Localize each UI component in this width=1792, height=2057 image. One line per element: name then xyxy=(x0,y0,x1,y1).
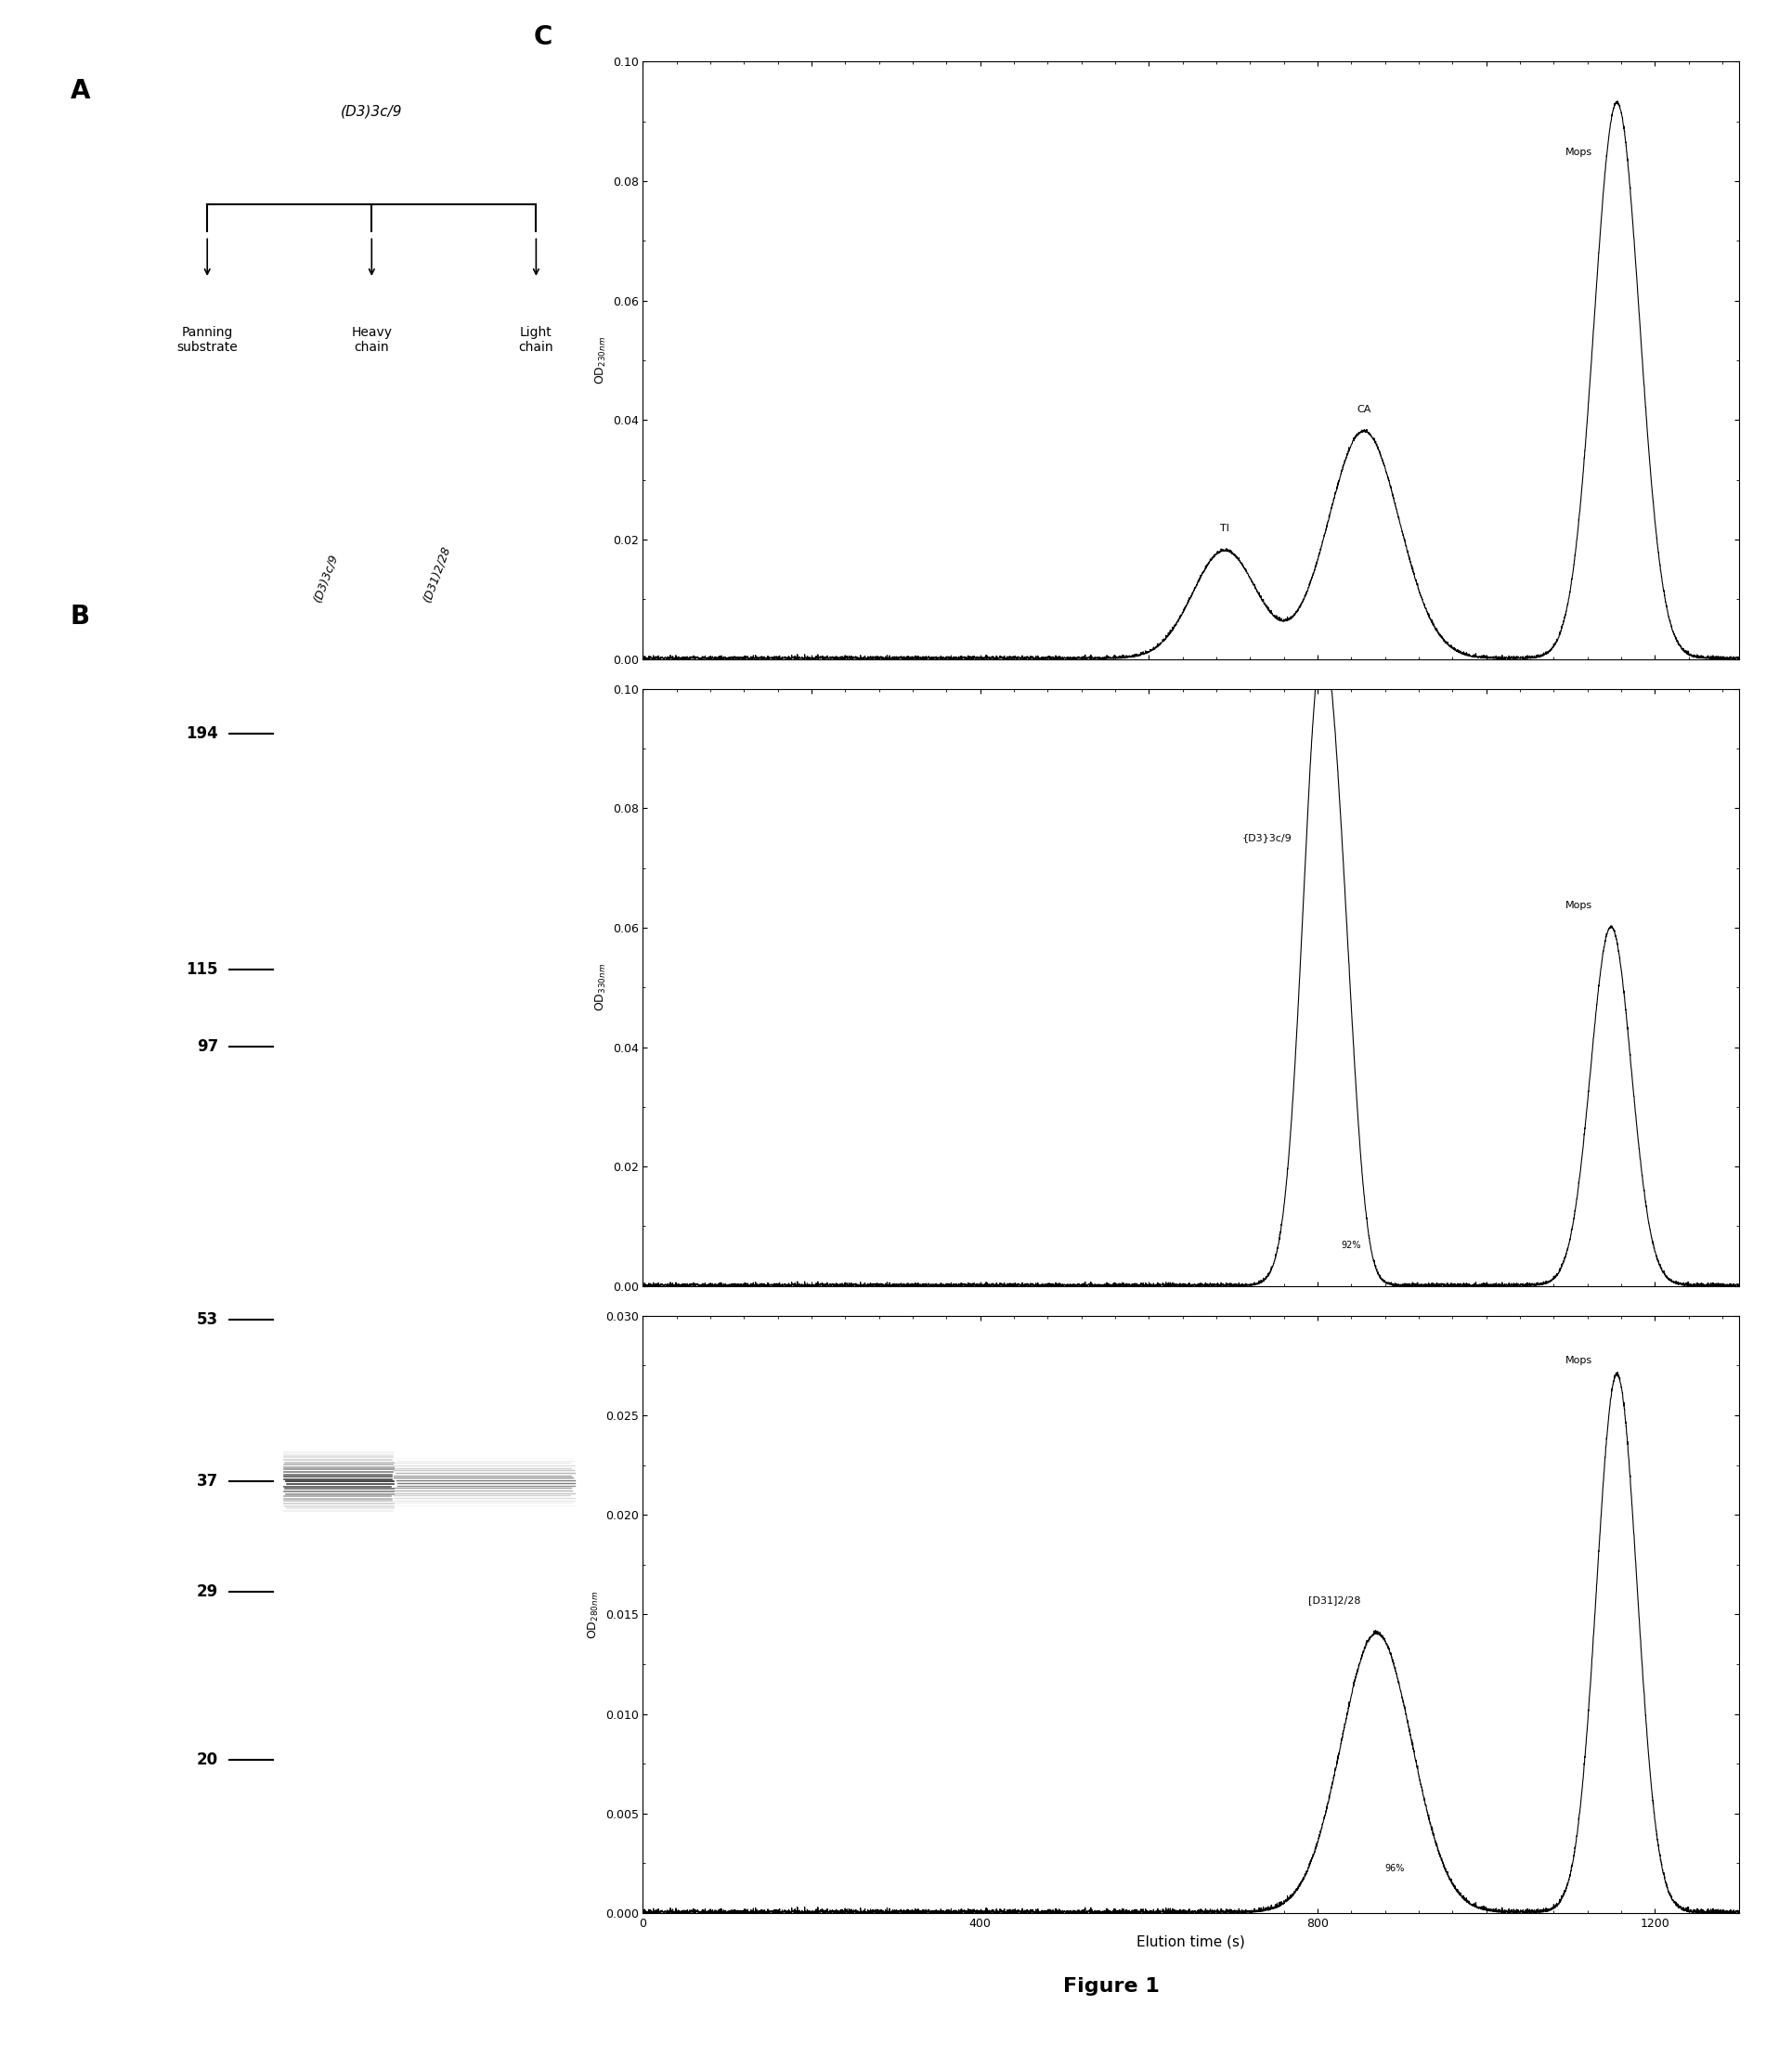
Text: Light
chain: Light chain xyxy=(518,327,554,354)
Text: Mops: Mops xyxy=(1564,901,1591,909)
Text: 53: 53 xyxy=(197,1310,219,1327)
Text: 115: 115 xyxy=(186,961,219,977)
Text: B: B xyxy=(70,605,90,629)
Y-axis label: OD$_{280}$$_{nm}$: OD$_{280}$$_{nm}$ xyxy=(586,1590,600,1639)
Text: CA: CA xyxy=(1357,405,1371,413)
Text: 29: 29 xyxy=(197,1584,219,1600)
Y-axis label: OD$_{230}$$_{nm}$: OD$_{230}$$_{nm}$ xyxy=(595,335,607,385)
Text: 194: 194 xyxy=(186,726,219,743)
Text: Mops: Mops xyxy=(1564,148,1591,156)
Text: Heavy
chain: Heavy chain xyxy=(351,327,392,354)
Text: A: A xyxy=(70,78,90,103)
Y-axis label: OD$_{330}$$_{nm}$: OD$_{330}$$_{nm}$ xyxy=(595,963,607,1012)
Text: Figure 1: Figure 1 xyxy=(1063,1977,1159,1995)
Text: Mops: Mops xyxy=(1564,1356,1591,1366)
Text: 96%: 96% xyxy=(1383,1864,1405,1874)
Text: Tl: Tl xyxy=(1220,525,1229,533)
Text: C: C xyxy=(532,25,552,49)
Text: (D3)3c/9: (D3)3c/9 xyxy=(340,105,403,117)
Text: (D3)3c/9: (D3)3c/9 xyxy=(312,551,340,605)
Text: (D31)2/28: (D31)2/28 xyxy=(421,545,452,605)
Text: 37: 37 xyxy=(197,1473,219,1489)
Text: 92%: 92% xyxy=(1340,1240,1360,1251)
X-axis label: Elution time (s): Elution time (s) xyxy=(1136,1936,1245,1948)
Text: 97: 97 xyxy=(197,1039,219,1055)
Text: 20: 20 xyxy=(197,1751,219,1767)
Text: [D31]2/28: [D31]2/28 xyxy=(1308,1594,1360,1604)
Text: Panning
substrate: Panning substrate xyxy=(177,327,238,354)
Text: {D3}3c/9: {D3}3c/9 xyxy=(1242,833,1292,843)
